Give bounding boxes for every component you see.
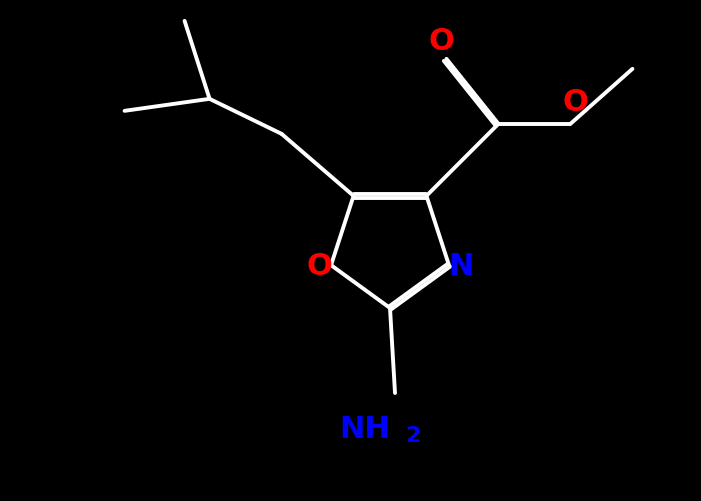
Text: O: O (562, 88, 588, 117)
Text: NH: NH (339, 414, 390, 442)
Text: O: O (306, 251, 332, 280)
Text: 2: 2 (405, 425, 421, 445)
Text: O: O (428, 27, 454, 56)
Text: N: N (448, 251, 474, 280)
